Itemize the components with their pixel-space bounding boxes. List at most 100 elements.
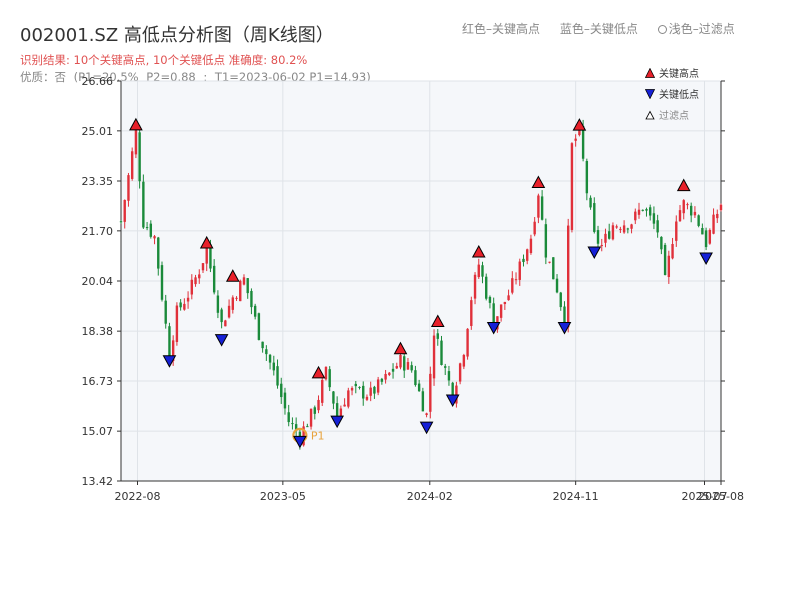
key-high-marker [471,244,486,258]
candle-body [276,366,279,386]
color-legend-low: 蓝色–关键低点 [559,22,638,36]
candle-body [470,300,473,326]
y-tick-label: 18.38 [82,325,114,338]
candle-body [287,412,290,423]
key-low-marker [557,321,572,335]
candle-body [216,295,220,313]
x-tick-label: 2025-08 [698,490,744,503]
candle-body [436,333,439,339]
color-legend: 红色–关键高点 蓝色–关键低点 浅色–过滤点 [462,20,767,37]
candle-body [395,366,398,369]
candle-body [563,306,566,326]
x-tick-label: 2022-08 [115,490,161,503]
quality-part: ; [203,70,208,84]
candle-body [391,368,395,372]
p1-label: P1 [311,429,325,442]
candle-body [529,238,533,254]
candle-body [611,225,615,240]
candle-body [671,243,674,259]
candle-body [384,373,387,380]
candle-body [280,383,283,398]
candle-body [250,290,253,308]
key-high-marker [572,118,587,131]
candle-body [458,363,462,382]
candle-body [499,304,503,318]
y-tick-label: 26.66 [82,75,114,88]
candle-body [552,257,555,280]
key-low-marker [214,334,229,347]
candle-body [157,237,160,269]
candle-body [309,408,313,427]
candle-body [425,413,428,415]
legend-label-low: 关键低点 [659,90,699,101]
color-legend-filtered: 浅色–过滤点 [668,22,735,36]
candle-body [593,203,596,232]
candle-body [697,215,700,226]
candle-body [421,391,425,412]
candle-body [712,214,715,234]
candle-body [302,426,305,446]
key-high-marker [225,269,240,282]
key-high-marker [430,314,445,328]
y-tick-label: 15.07 [82,425,114,438]
candle-body [350,387,354,391]
candle-body [503,301,507,305]
candle-body [347,390,350,407]
legend-row-high: 关键高点 [645,62,699,83]
candle-body [164,300,167,324]
candle-body [153,236,156,239]
marker-legend: 关键高点 关键低点 过滤点 [645,62,699,125]
candle-body [134,128,138,155]
candle-body [253,305,257,317]
candle-body [231,297,235,310]
candle-body [171,340,175,362]
candle-body [570,143,574,230]
ring-icon [657,25,667,34]
hollow-triangle-icon [645,110,655,119]
candle-body [406,362,410,370]
candle-body [328,369,331,388]
candle-body [354,383,357,387]
candle-body [451,382,454,402]
candle-body [362,385,365,399]
candle-body [526,249,529,261]
candle-body [641,209,644,211]
candle-body [227,305,231,318]
candle-body [429,373,432,412]
candle-body [507,295,510,301]
candle-body [339,408,343,419]
candle-body [689,205,693,216]
candle-body [365,396,369,400]
candle-body [149,223,153,237]
candle-body [607,231,611,239]
candle-body [473,274,477,299]
legend-label-high: 关键高点 [659,69,699,80]
candle-body [205,247,208,264]
red-triangle-up-icon [645,67,655,78]
candle-body [291,423,294,425]
quality-part: 优质：否 [20,70,66,84]
key-high-marker [531,175,546,189]
candle-body [313,407,316,414]
candle-body [175,305,179,342]
candle-body [239,280,242,302]
candle-body [622,225,626,233]
candle-body [708,229,712,244]
candle-body [183,303,186,310]
candle-body [138,132,141,182]
key-high-marker [393,341,408,355]
key-low-marker [486,321,501,335]
candle-body [634,211,637,221]
candle-body [719,204,723,211]
candle-body [380,378,384,382]
key-low-marker [587,246,602,259]
blue-triangle-down-icon [645,88,655,99]
candle-body [615,226,618,228]
candle-body [343,404,346,407]
candle-body [369,387,372,396]
candle-body [559,292,562,308]
candle-body [522,258,525,263]
candle-body [432,335,436,379]
candle-body [403,356,406,371]
